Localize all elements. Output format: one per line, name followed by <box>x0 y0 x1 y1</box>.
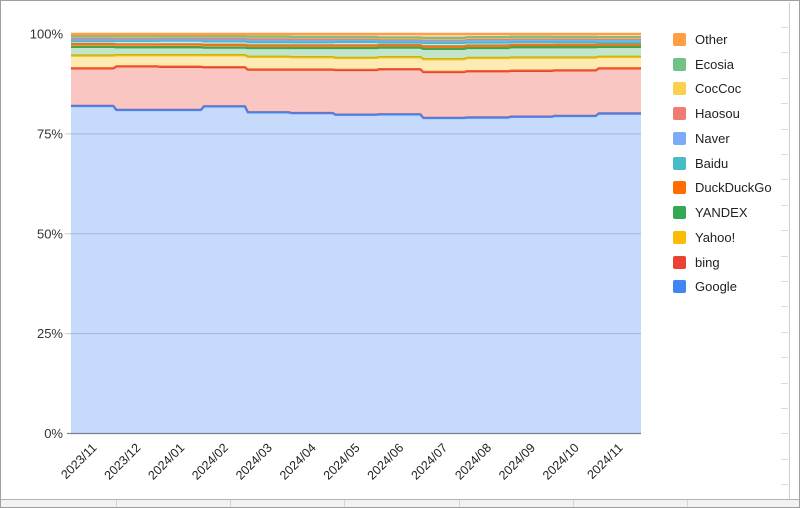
strip-tick <box>230 500 232 507</box>
gutter-tick <box>781 306 788 308</box>
legend-item-yandex[interactable]: YANDEX <box>673 200 793 225</box>
legend-label: Yahoo! <box>695 229 736 245</box>
gutter-tick <box>781 128 788 130</box>
legend-swatch-coccoc <box>673 82 686 96</box>
legend-swatch-ecosia <box>673 57 686 71</box>
gutter-tick <box>781 433 788 435</box>
strip-tick <box>458 500 460 507</box>
legend-item-baidu[interactable]: Baidu <box>673 151 793 176</box>
legend-item-duckduckgo[interactable]: DuckDuckGo <box>673 176 793 201</box>
legend-label: Ecosia <box>695 56 735 72</box>
legend-swatch-google <box>673 280 686 294</box>
x-axis-label: 2024/06 <box>365 441 407 483</box>
area-bing[interactable] <box>71 66 641 118</box>
legend-label: Other <box>695 31 728 47</box>
bottom-strip <box>1 499 799 507</box>
line-duckduckgo <box>71 42 641 48</box>
gutter-tick <box>781 179 788 181</box>
legend-item-other[interactable]: Other <box>673 27 793 52</box>
legend-label: bing <box>695 254 720 270</box>
x-axis-label: 2024/01 <box>145 441 187 483</box>
legend-item-haosou[interactable]: Haosou <box>673 101 793 126</box>
gutter-tick <box>781 230 788 232</box>
legend-item-bing[interactable]: bing <box>673 250 793 275</box>
line-baidu <box>71 39 641 44</box>
legend-swatch-haosou <box>673 107 686 121</box>
legend-swatch-other <box>673 32 686 46</box>
right-gutter <box>781 2 790 500</box>
gutter-tick <box>781 204 788 206</box>
legend-item-naver[interactable]: Naver <box>673 126 793 151</box>
gutter-tick <box>781 357 788 359</box>
line-google <box>71 104 641 120</box>
gutter-tick <box>781 408 788 409</box>
y-axis-label: 25% <box>37 326 63 341</box>
area-google[interactable] <box>71 105 641 434</box>
x-axis-label: 2023/11 <box>58 441 99 482</box>
legend-swatch-duckduckgo <box>673 181 686 195</box>
strip-tick <box>116 500 117 507</box>
x-axis-label: 2024/02 <box>189 441 231 483</box>
y-axis-label: 0% <box>44 426 63 441</box>
legend-swatch-bing <box>673 255 686 269</box>
gutter-tick <box>781 484 788 486</box>
y-axis-label: 100% <box>30 27 64 42</box>
x-axis-label: 2024/11 <box>584 441 625 482</box>
legend-label: CocCoc <box>695 81 742 97</box>
gutter-tick <box>781 77 788 79</box>
strip-tick <box>687 500 688 507</box>
y-axis-label: 75% <box>37 126 63 141</box>
legend-label: YANDEX <box>695 205 748 221</box>
legend-swatch-yandex <box>673 206 686 220</box>
x-axis-label: 2024/05 <box>321 441 363 483</box>
legend-label: Google <box>695 279 737 295</box>
area-yahoo[interactable] <box>71 55 641 72</box>
legend-item-google[interactable]: Google <box>673 275 793 300</box>
strip-tick <box>572 500 574 507</box>
strip-tick <box>344 500 346 507</box>
gutter-tick <box>781 103 788 105</box>
x-axis-label: 2024/04 <box>277 441 319 483</box>
legend-item-coccoc[interactable]: CocCoc <box>673 77 793 102</box>
line-bing <box>71 65 641 74</box>
legend-swatch-naver <box>673 131 686 145</box>
legend-label: Haosou <box>695 106 740 122</box>
chart-legend: Other Ecosia CocCoc Haosou Naver Baidu DuckDuc… <box>673 27 793 299</box>
gutter-tick <box>781 331 788 333</box>
x-axis-label: 2024/07 <box>408 441 450 483</box>
legend-label: DuckDuckGo <box>695 180 772 196</box>
x-axis-label: 2024/09 <box>496 441 538 483</box>
x-axis-label: 2023/12 <box>102 441 144 483</box>
gutter-tick <box>781 458 788 460</box>
line-ecosia <box>71 34 641 39</box>
x-axis-label: 2024/08 <box>452 441 494 483</box>
area-yandex[interactable] <box>71 46 641 60</box>
x-axis-label: 2024/03 <box>233 441 275 483</box>
gutter-tick <box>781 281 788 282</box>
legend-label: Baidu <box>695 155 729 171</box>
line-yahoo <box>71 53 641 61</box>
gutter-tick <box>781 27 788 28</box>
gutter-tick <box>781 154 788 155</box>
legend-item-yahoo[interactable]: Yahoo! <box>673 225 793 250</box>
legend-swatch-baidu <box>673 156 686 170</box>
gutter-tick <box>781 382 788 384</box>
gutter-tick <box>781 52 788 54</box>
legend-swatch-yahoo <box>673 230 686 244</box>
y-axis-label: 50% <box>37 226 63 241</box>
line-yandex <box>71 45 641 50</box>
x-axis-label: 2024/10 <box>540 441 582 483</box>
gutter-tick <box>781 255 788 257</box>
legend-label: Naver <box>695 130 730 146</box>
legend-item-ecosia[interactable]: Ecosia <box>673 52 793 77</box>
